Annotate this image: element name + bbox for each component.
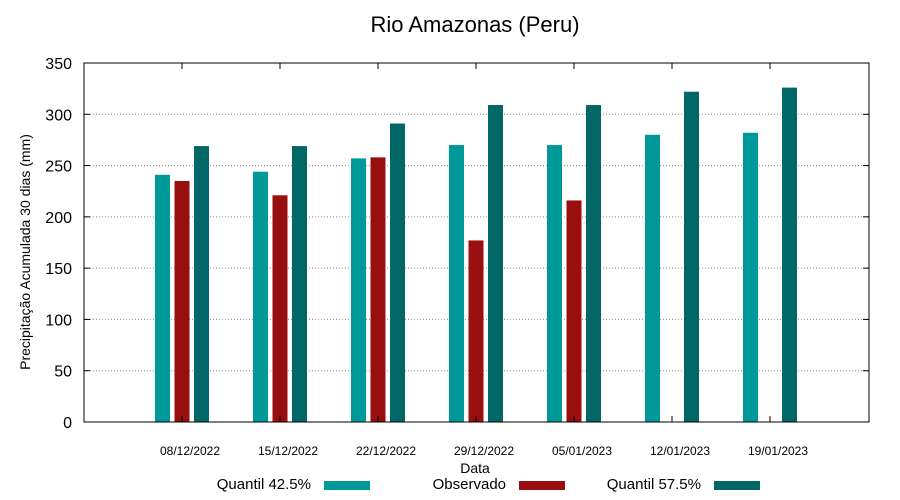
bar	[743, 132, 758, 422]
grid-lines	[84, 113, 869, 372]
bar	[174, 180, 190, 422]
legend-label: Quantil 42.5%	[217, 476, 311, 493]
y-tick-label: 50	[54, 364, 72, 381]
bar	[782, 87, 797, 423]
legend-swatch	[324, 481, 370, 490]
y-tick-label: 250	[45, 159, 72, 176]
x-axis-ticks: 08/12/2022 15/12/2022 22/12/2022 29/12/2022…	[160, 63, 808, 458]
chart-title: Rio Amazonas (Peru)	[370, 12, 579, 37]
y-tick-label: 150	[45, 261, 72, 278]
x-tick-label: 05/01/2023	[552, 444, 612, 458]
y-tick-label: 100	[45, 312, 72, 329]
y-tick-label: 350	[45, 56, 72, 73]
y-tick-label: 0	[63, 415, 72, 432]
bar	[370, 157, 386, 422]
legend-label: Quantil 57.5%	[607, 476, 701, 493]
bar	[645, 134, 660, 423]
bar	[292, 146, 307, 422]
plot-frame	[83, 62, 870, 423]
y-axis-label: Precipitação Acumulada 30 dias (mm)	[17, 134, 33, 370]
x-tick-label: 15/12/2022	[258, 444, 318, 458]
x-tick-label: 12/01/2023	[650, 444, 710, 458]
bar	[449, 145, 464, 423]
bar	[488, 105, 503, 422]
x-tick-label: 19/01/2023	[748, 444, 808, 458]
legend: Quantil 42.5% Observado Quantil 57.5%	[217, 476, 760, 493]
bar	[194, 146, 209, 422]
bar	[272, 195, 288, 422]
bar	[586, 105, 601, 422]
legend-swatch	[714, 481, 760, 490]
bar	[390, 123, 405, 422]
bar	[468, 240, 484, 422]
x-tick-label: 08/12/2022	[160, 444, 220, 458]
y-tick-label: 200	[45, 210, 72, 227]
bar	[547, 145, 562, 423]
bar	[155, 174, 170, 422]
bars	[155, 87, 797, 423]
legend-swatch	[519, 481, 565, 490]
bar	[566, 200, 582, 422]
x-axis-label: Data	[460, 460, 490, 476]
bar	[351, 158, 366, 423]
y-tick-label: 300	[45, 107, 72, 124]
x-tick-label: 29/12/2022	[454, 444, 514, 458]
bar	[684, 91, 699, 422]
x-tick-label: 22/12/2022	[356, 444, 416, 458]
legend-label: Observado	[433, 476, 506, 493]
y-axis-ticks: 0 50 100 150 200 250 300 350	[45, 56, 869, 432]
bar	[253, 171, 268, 422]
